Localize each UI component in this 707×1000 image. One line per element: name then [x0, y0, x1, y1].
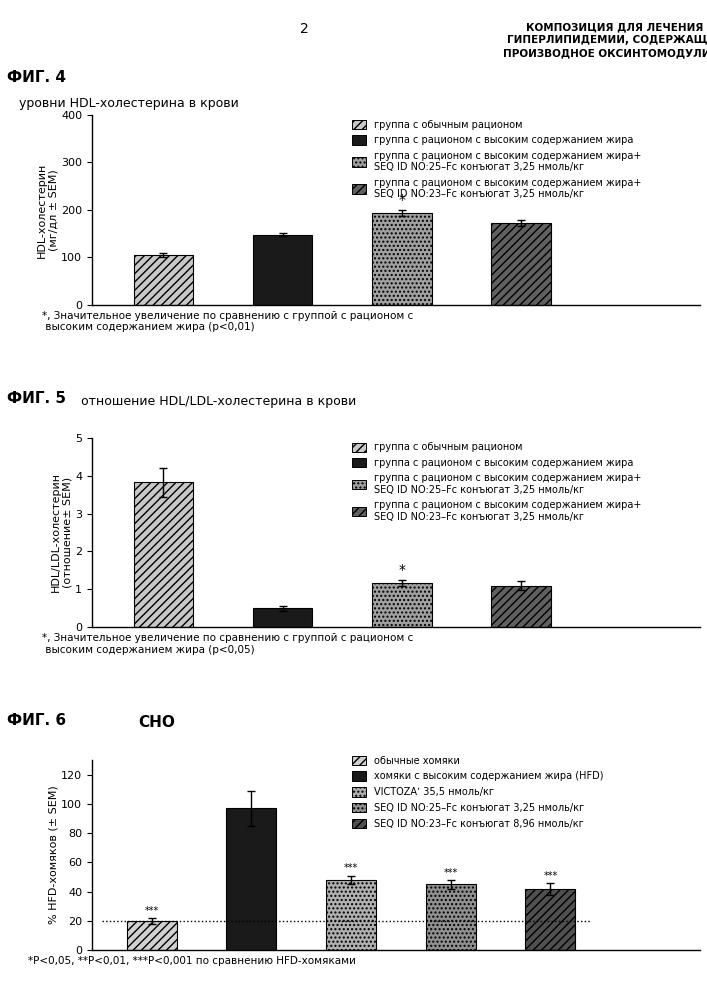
Y-axis label: % HFD-хомяков (± SEM): % HFD-хомяков (± SEM)	[48, 786, 58, 924]
Text: ***: ***	[145, 906, 159, 916]
Y-axis label: HDL-холестерин
(мг/дл ± SEM): HDL-холестерин (мг/дл ± SEM)	[37, 162, 58, 258]
Legend: группа с обычным рационом, группа с рационом с высоким содержанием жира, группа : группа с обычным рационом, группа с раци…	[352, 120, 641, 199]
Bar	[372, 213, 432, 305]
Text: *, Значительное увеличение по сравнению с группой с рационом с
 высоким содержан: *, Значительное увеличение по сравнению …	[42, 633, 414, 655]
Bar	[491, 223, 551, 305]
Bar	[326, 880, 376, 950]
Bar	[372, 583, 432, 627]
Bar	[426, 884, 476, 950]
Text: КОМПОЗИЦИЯ ДЛЯ ЛЕЧЕНИЯ
ГИПЕРЛИПИДЕМИИ, СОДЕРЖАЩАЯ
ПРОИЗВОДНОЕ ОКСИНТОМОДУЛИНА: КОМПОЗИЦИЯ ДЛЯ ЛЕЧЕНИЯ ГИПЕРЛИПИДЕМИИ, С…	[503, 22, 707, 58]
Text: *P<0,05, **P<0,01, ***P<0,001 по сравнению HFD-хомяками: *P<0,05, **P<0,01, ***P<0,001 по сравнен…	[28, 956, 356, 966]
Text: ФИГ. 4: ФИГ. 4	[7, 70, 66, 85]
Bar	[226, 808, 276, 950]
Bar	[253, 608, 312, 627]
Text: СНО: СНО	[138, 715, 175, 730]
Text: *, Значительное увеличение по сравнению с группой с рационом с
 высоким содержан: *, Значительное увеличение по сравнению …	[42, 311, 414, 332]
Text: ***: ***	[344, 863, 358, 873]
Text: *: *	[398, 563, 405, 577]
Bar	[491, 586, 551, 627]
Bar	[253, 235, 312, 305]
Text: отношение HDL/LDL-холестерина в крови: отношение HDL/LDL-холестерина в крови	[81, 395, 356, 408]
Bar	[127, 921, 177, 950]
Text: ***: ***	[443, 868, 458, 878]
Text: ФИГ. 5: ФИГ. 5	[7, 391, 66, 406]
Text: 2: 2	[300, 22, 308, 36]
Legend: группа с обычным рационом, группа с рационом с высоким содержанием жира, группа : группа с обычным рационом, группа с раци…	[352, 442, 641, 522]
Y-axis label: HDL/LDL-холестерин
(отношение± SEM): HDL/LDL-холестерин (отношение± SEM)	[51, 473, 72, 592]
Text: ФИГ. 6: ФИГ. 6	[7, 713, 66, 728]
Text: *: *	[398, 193, 405, 207]
Bar	[134, 255, 193, 305]
Bar	[134, 482, 193, 627]
Text: уровни HDL-холестерина в крови: уровни HDL-холестерина в крови	[19, 97, 239, 110]
Legend: обычные хомяки, хомяки с высоким содержанием жира (HFD), VICTOZAʼ 35,5 нмоль/кг,: обычные хомяки, хомяки с высоким содержа…	[352, 756, 603, 829]
Text: ***: ***	[543, 871, 558, 881]
Bar	[525, 889, 575, 950]
